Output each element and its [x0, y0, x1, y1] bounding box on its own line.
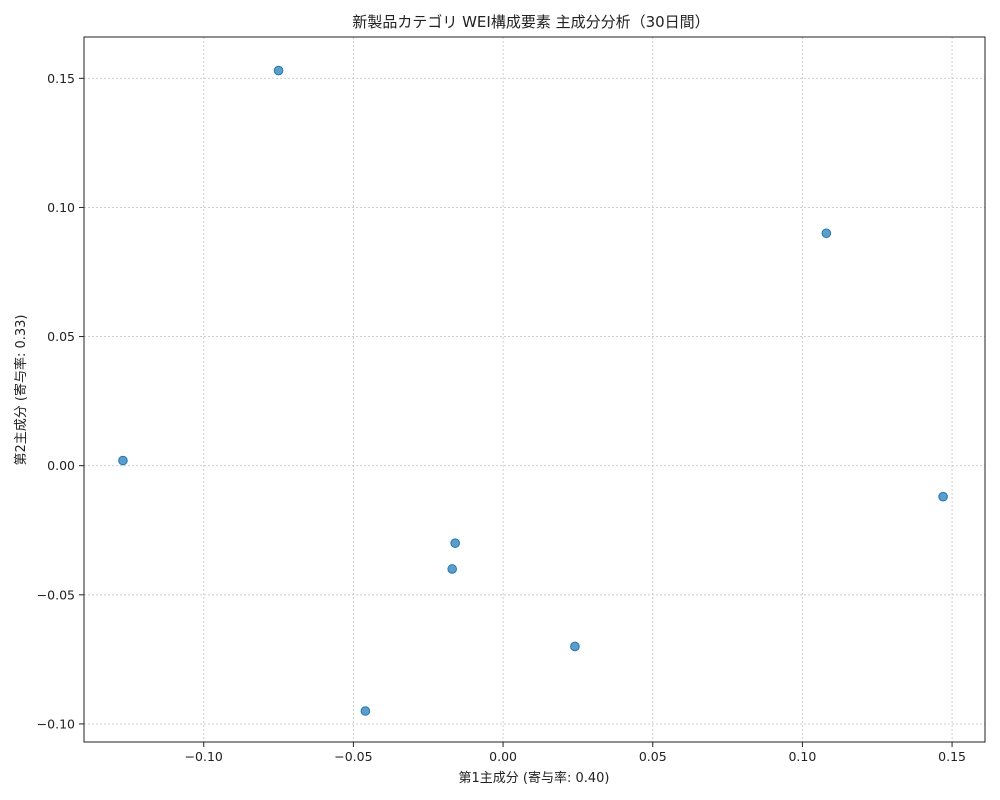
scatter-point — [360, 706, 371, 716]
x-tick-label: 0.15 — [938, 749, 966, 764]
scatter-point — [821, 228, 832, 239]
scatter-point — [938, 491, 948, 502]
axis-ticks: −0.10 −0.05 0.00 0.05 0.10 0.15 −0.10 −0.05 0.00… — [37, 71, 966, 764]
y-tick-label: 0.00 — [47, 458, 75, 473]
y-tick-label: −0.05 — [37, 587, 75, 602]
x-tick-label: −0.10 — [185, 749, 223, 764]
scatter-point — [570, 641, 580, 652]
scatter-point — [118, 455, 128, 466]
data-points — [118, 65, 948, 716]
scatter-point — [450, 538, 460, 548]
x-tick-label: −0.05 — [334, 749, 372, 764]
x-tick-label: 0.05 — [639, 749, 667, 764]
plot-area-frame — [83, 36, 986, 743]
y-tick-label: −0.10 — [37, 716, 75, 731]
x-tick-label: 0.10 — [788, 749, 816, 764]
grid-lines — [84, 37, 985, 742]
scatter-point — [273, 65, 284, 76]
x-axis-label: 第1主成分 (寄与率: 0.40) — [458, 770, 609, 786]
y-axis-label: 第2主成分 (寄与率: 0.33) — [13, 314, 29, 465]
y-tick-label: 0.05 — [47, 329, 75, 344]
y-tick-label: 0.10 — [47, 200, 75, 215]
scatter-point — [447, 564, 457, 574]
x-tick-label: 0.00 — [489, 749, 517, 764]
y-tick-label: 0.15 — [47, 71, 75, 86]
chart-title: 新製品カテゴリ WEI構成要素 主成分分析（30日間） — [352, 13, 709, 31]
